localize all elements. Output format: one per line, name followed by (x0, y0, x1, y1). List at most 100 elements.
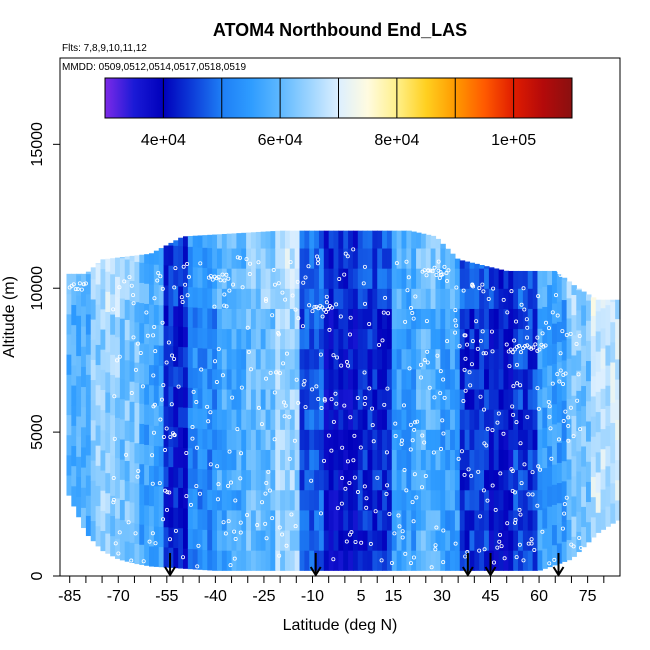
heat-cell (226, 328, 233, 350)
heat-cell (314, 288, 320, 309)
sample-point (525, 335, 530, 340)
heat-cell (556, 281, 563, 302)
sample-point (530, 492, 535, 497)
heat-cell (522, 348, 529, 370)
heat-cell (469, 409, 475, 430)
heat-cell (576, 309, 582, 331)
heat-cell (81, 273, 87, 287)
heat-cell (522, 429, 529, 450)
heat-cell (348, 328, 354, 350)
heat-cell (66, 454, 72, 476)
heat-cell (576, 370, 582, 391)
heat-cell (100, 389, 106, 411)
sample-point (169, 402, 174, 407)
heat-cell (119, 438, 126, 460)
heat-cell (158, 365, 165, 386)
sample-track-point (566, 273, 571, 278)
heat-cell (197, 235, 204, 248)
heat-cell (309, 388, 315, 410)
heat-cell (318, 429, 325, 450)
heat-cell (343, 469, 349, 491)
sample-point (309, 478, 314, 483)
sample-point (112, 436, 117, 441)
heat-cell (386, 268, 393, 289)
sample-point (423, 474, 428, 479)
heat-cell (173, 240, 179, 246)
heat-cell (250, 529, 257, 551)
heat-cell (532, 409, 539, 430)
heat-cell (100, 409, 106, 431)
sample-point (315, 254, 320, 259)
sample-point (568, 405, 573, 410)
heat-cell (386, 489, 393, 511)
heat-cell (547, 445, 553, 467)
heat-cell (76, 355, 82, 377)
sample-point (489, 329, 494, 334)
dates-note: MMDD: 0509,0512,0514,0517,0518,0519 (62, 62, 246, 73)
heat-cell (183, 245, 189, 267)
heat-cell (236, 388, 242, 410)
heat-cell (119, 418, 126, 440)
heat-cell (134, 341, 140, 363)
heat-cell (493, 509, 500, 531)
heat-cell (561, 480, 568, 502)
sample-point (471, 284, 476, 289)
heat-cell (275, 388, 281, 410)
sample-point (509, 289, 514, 294)
heat-cell (139, 302, 145, 324)
heat-cell (231, 348, 238, 370)
heat-cell (348, 449, 354, 471)
heat-cell (309, 429, 315, 450)
heat-cell (474, 388, 480, 410)
heat-cell (586, 320, 592, 341)
heat-cell (270, 328, 276, 350)
heat-cell (318, 308, 325, 330)
heat-cell (406, 368, 412, 390)
heat-cell (284, 288, 291, 309)
heat-cell (377, 328, 383, 350)
sample-point (284, 543, 289, 548)
sample-point (184, 494, 189, 499)
sample-point (478, 394, 483, 399)
sample-point (152, 402, 157, 407)
heat-cell (518, 328, 524, 350)
heat-cell (81, 426, 87, 448)
heat-cell (202, 448, 208, 470)
heat-cell (600, 468, 607, 490)
heat-cell (348, 529, 354, 551)
sample-point (445, 339, 450, 344)
heat-cell (425, 529, 432, 551)
sample-point (486, 296, 491, 301)
heat-cell (445, 348, 451, 370)
heat-cell (537, 428, 543, 450)
heat-cell (304, 288, 310, 309)
y-tick-label: 0 (29, 571, 46, 580)
heat-cell (586, 521, 592, 543)
heat-cell (76, 375, 82, 397)
heat-cell (343, 368, 349, 390)
heat-cell (139, 544, 145, 565)
heat-cell (144, 343, 150, 365)
sample-point (495, 545, 500, 550)
heat-cell (168, 506, 174, 528)
heat-cell (484, 550, 490, 571)
heat-cell (115, 397, 121, 418)
sample-track-point (326, 307, 331, 312)
heat-cell (420, 469, 427, 491)
heat-cell (484, 288, 490, 309)
heat-cell (139, 524, 145, 545)
heat-cell (173, 245, 179, 267)
sample-point (164, 426, 169, 431)
heat-cell (110, 434, 116, 456)
sample-point (445, 279, 450, 284)
heat-cell (576, 470, 582, 492)
heat-cell (275, 328, 281, 350)
sample-point (371, 439, 376, 444)
sample-point (433, 547, 438, 552)
sample-point (111, 497, 116, 502)
heat-cell (469, 449, 475, 471)
heat-cell (192, 427, 199, 449)
heat-cell (333, 409, 339, 430)
heat-cell (581, 385, 587, 407)
x-axis: -85 -70 -55 -40 -25 -10 5 15 30 45 60 75 (58, 576, 605, 605)
